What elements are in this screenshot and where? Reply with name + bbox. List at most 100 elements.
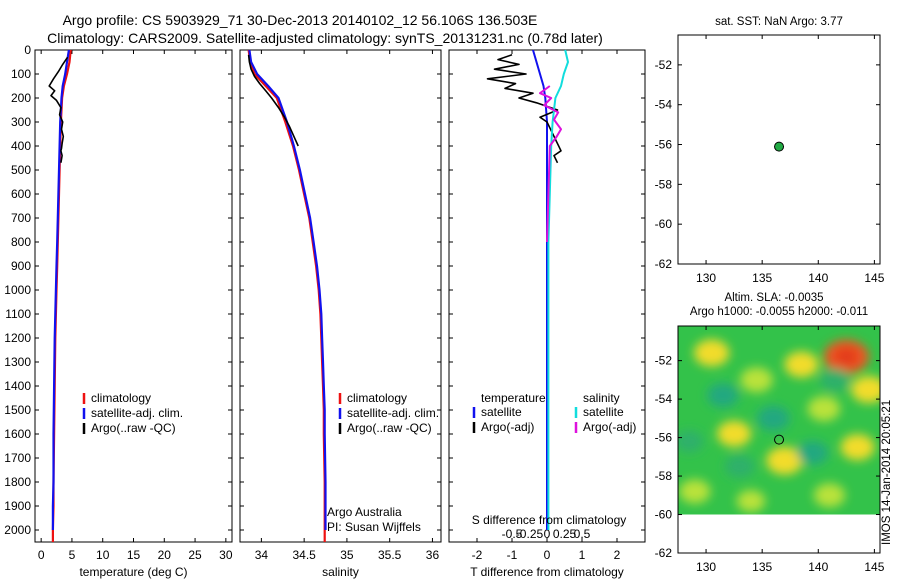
sla-heatmap-cell: [736, 490, 766, 513]
depth-ytick-label: 1700: [4, 451, 31, 465]
salinity-xlabel: salinity: [322, 565, 359, 579]
difference-profile-panel: -2 -1 0 1 2 -0.5-0.25 0 0.250.5 T difference fro…: [448, 49, 646, 579]
sla-heatmap-cells: [678, 339, 880, 513]
sst-lat-ytick-label: -58: [655, 177, 673, 191]
depth-ytick-label: 100: [11, 67, 31, 81]
sla-lat-ytick-label: -54: [655, 392, 673, 406]
sla-lon-xtick-label: 145: [864, 560, 884, 574]
sla-heatmap-cell: [820, 368, 851, 392]
temperature-argo-line: [48, 56, 69, 163]
sla-lon-xtick-label: 140: [808, 560, 828, 574]
depth-ytick-label: 0: [24, 43, 31, 57]
difference-legend-t-label: satellite: [481, 405, 522, 419]
depth-ytick-label: 1600: [4, 427, 31, 441]
depth-ytick-label: 900: [11, 259, 31, 273]
sst-lat-ytick-label: -52: [655, 58, 673, 72]
sla-heatmap-cell: [766, 446, 804, 475]
difference-t-xtick-label: 0: [544, 548, 551, 562]
sla-heatmap: [678, 326, 880, 515]
depth-ytick-label: 300: [11, 115, 31, 129]
temperature-legend-label: Argo(..raw -QC): [91, 421, 176, 435]
salinity-profile-panel: 34 34.5 35 35.5 36 salinity climatologysatelli…: [239, 49, 442, 579]
salinity-annotation-line-1: Argo Australia: [327, 505, 402, 519]
sst-lat-ytick-label: -62: [655, 257, 673, 271]
depth-ytick-label: 200: [11, 91, 31, 105]
difference-legend-s-label: Argo(-adj): [583, 420, 636, 434]
sst-lon-xtick-label: 140: [808, 271, 828, 285]
salinity-xtick-label: 36: [426, 548, 440, 562]
difference-s-tick-label: 0.5: [574, 527, 591, 541]
sst-lon-xtick-label: 130: [696, 271, 716, 285]
depth-ytick-label: 600: [11, 187, 31, 201]
difference-t-xtick-label: -1: [507, 548, 518, 562]
sst-lat-ytick-label: -60: [655, 217, 673, 231]
sla-lat-ytick-label: -56: [655, 431, 673, 445]
sla-heatmap-cell: [678, 430, 704, 453]
difference-legend-t-title: temperature: [481, 391, 546, 405]
sst-float-marker: [774, 141, 785, 152]
depth-ytick-label: 1200: [4, 331, 31, 345]
diff-s-argo-line: [539, 85, 562, 243]
difference-t-xtick-label: 2: [614, 548, 621, 562]
sla-heatmap-cell: [807, 396, 841, 422]
depth-ytick-label: 1000: [4, 283, 31, 297]
sla-heatmap-cell: [740, 367, 773, 393]
depth-ytick-label: 700: [11, 211, 31, 225]
depth-ytick-label: 1400: [4, 379, 31, 393]
diff-s-satellite-line: [547, 49, 569, 530]
temperature-legend-label: climatology: [91, 391, 151, 405]
sla-heatmap-cell: [707, 383, 739, 408]
depth-ytick-label: 800: [11, 235, 31, 249]
temperature-xtick-label: 5: [69, 548, 76, 562]
salinity-legend-label: satellite-adj. clim.: [347, 406, 439, 420]
salinity-legend-label: climatology: [347, 391, 407, 405]
salinity-legend-label: Argo(..raw -QC): [347, 421, 432, 435]
difference-s-tick-label: 0.25: [553, 527, 577, 541]
sst-lat-ytick-label: -56: [655, 138, 673, 152]
temperature-xtick-label: 25: [188, 548, 202, 562]
salinity-xtick-label: 35.5: [378, 548, 402, 562]
sla-map-title-line-2: Argo h1000: -0.0055 h2000: -0.011: [690, 306, 868, 318]
figure-title-line-1: Argo profile: CS 5903929_71 30-Dec-2013 …: [63, 12, 538, 28]
difference-t-xtick-label: 1: [579, 548, 586, 562]
imos-watermark: IMOS 14-Jan-2014 20:05:21: [881, 400, 893, 545]
sst-lon-xtick-label: 135: [752, 271, 772, 285]
difference-t-xtick-label: -2: [472, 548, 483, 562]
temperature-legend-label: satellite-adj. clim.: [91, 406, 183, 420]
sla-heatmap-cell: [797, 440, 829, 465]
salinity-xtick-label: 34.5: [292, 548, 316, 562]
salinity-xtick-label: 34: [255, 548, 269, 562]
depth-ytick-label: 400: [11, 139, 31, 153]
depth-ytick-label: 2000: [4, 523, 31, 537]
temperature-xtick-label: 0: [38, 548, 45, 562]
sla-lat-ytick-label: -60: [655, 508, 673, 522]
depth-ytick-label: 1900: [4, 499, 31, 513]
sla-heatmap-cell: [813, 483, 846, 508]
sla-heatmap-cell: [757, 405, 790, 431]
sst-map-title: sat. SST: NaN Argo: 3.77: [715, 16, 843, 28]
sla-float-marker: [774, 434, 785, 445]
sla-lat-ytick-label: -58: [655, 469, 673, 483]
difference-legend-t-label: Argo(-adj): [481, 420, 534, 434]
sla-lat-ytick-label: -62: [655, 546, 673, 560]
depth-ytick-label: 500: [11, 163, 31, 177]
sst-lon-xtick-label: 145: [864, 271, 884, 285]
temperature-xtick-label: 15: [127, 548, 141, 562]
depth-ytick-label: 1100: [5, 307, 31, 321]
sla-heatmap-cell: [840, 434, 875, 461]
sla-map-title-line-1: Altim. SLA: -0.0035: [724, 292, 823, 304]
sst-map-panel: sat. SST: NaN Argo: 3.77 130 135 140 145 -52 -…: [655, 16, 885, 285]
sla-lon-xtick-label: 135: [752, 560, 772, 574]
temperature-plot-frame: [34, 49, 233, 543]
salinity-xtick-label: 35: [340, 548, 354, 562]
temperature-xtick-label: 30: [219, 548, 233, 562]
depth-ytick-label: 1800: [4, 475, 31, 489]
temperature-profile-panel: 0 5 10 15 20 25 300100200300400500600700800900…: [4, 43, 233, 579]
difference-s-tick-label: 0: [544, 527, 551, 541]
salinity-argo-line: [247, 54, 299, 147]
sst-map-frame: [677, 34, 881, 265]
sla-map-frame: [677, 325, 881, 554]
sla-heatmap-cell: [784, 351, 819, 378]
temperature-xtick-label: 20: [158, 548, 172, 562]
difference-s-tick-label: -0.5: [502, 527, 523, 541]
